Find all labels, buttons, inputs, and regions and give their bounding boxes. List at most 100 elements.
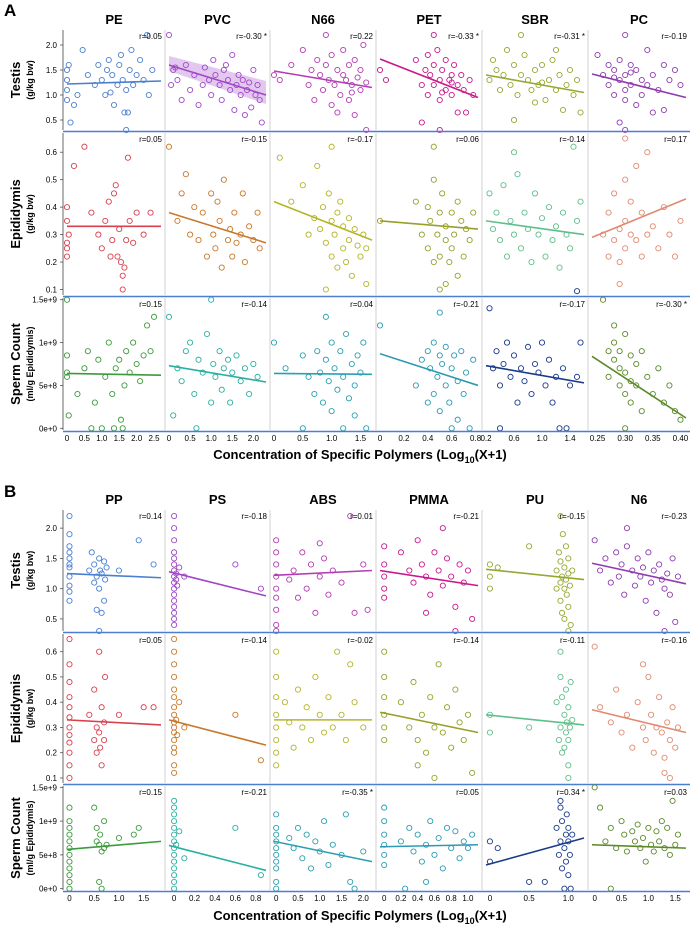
data-point [171,579,178,586]
polymer-title-sbr: SBR [521,12,549,27]
data-point [439,360,446,368]
data-point [561,585,568,592]
data-point [214,198,221,205]
data-point [95,61,102,69]
r-value-label: r=-0.33 * [448,32,479,41]
data-point [553,567,560,574]
data-point [193,425,200,432]
scatter-B-epididymis-pmma: r=-0.14 [379,636,480,781]
data-point [666,774,673,781]
data-point [66,858,73,865]
data-point [591,643,598,650]
regression-line [66,372,162,376]
data-point [410,678,417,686]
data-point [549,399,556,406]
scatter-B-sperm-count-pu: r=0.34 * [485,788,585,892]
data-point [622,135,629,142]
data-point [337,91,344,99]
data-point [210,56,217,64]
x-tick-label: 0.5 [524,894,536,903]
data-point [456,855,463,862]
data-point [248,104,255,111]
data-point [594,51,601,59]
data-point [144,322,151,329]
data-point [66,661,73,668]
data-point [439,729,446,736]
data-point [281,699,288,706]
data-point [638,253,645,260]
data-point [406,824,413,831]
data-point [319,86,327,94]
data-point [650,848,657,855]
scatter-A-sperm-count-pe: r=0.15 [63,296,163,432]
data-point [66,804,73,811]
data-point [446,399,453,406]
data-point [203,330,211,338]
data-point [436,352,443,359]
data-point [462,369,470,376]
regression-line [485,568,585,581]
data-point [442,56,449,64]
data-point [345,96,352,104]
data-point [448,71,455,79]
data-point [521,209,528,216]
data-point [351,699,358,706]
data-point [66,762,73,769]
data-point [531,190,539,197]
data-point [565,774,572,781]
data-point [311,390,318,398]
data-point [171,573,178,580]
data-point [115,567,122,574]
data-point [311,96,318,104]
data-point [165,313,173,320]
data-point [381,594,388,601]
data-point [605,253,612,260]
row-title: Testis [8,62,23,99]
data-point [602,838,609,845]
data-point [555,737,562,744]
data-point [137,56,144,64]
data-point [338,579,345,586]
data-point [360,724,367,731]
r-value-label: r=0.22 [350,32,373,41]
data-point [171,724,178,731]
data-point [181,855,188,862]
data-point [224,237,232,244]
data-point [84,348,91,355]
data-point [171,762,178,769]
data-point [412,382,419,389]
data-point [128,46,135,54]
data-point [66,694,73,701]
data-point [133,71,140,79]
data-point [91,686,98,693]
x-tick-label: 0 [378,434,383,443]
data-point [500,182,507,189]
data-point [672,841,679,848]
y-tick-label: 0.3 [46,723,58,732]
data-point [376,322,384,329]
x-tick-label: 0.5 [79,434,91,443]
row-unit: (g/kg bw) [25,194,35,234]
data-point [644,149,651,156]
data-point [334,264,341,271]
data-point [322,239,329,246]
data-point [563,811,570,818]
data-point [176,828,183,835]
data-point [545,76,553,84]
data-point [66,597,73,604]
data-point [634,821,641,828]
data-point [174,582,181,589]
data-point [622,330,629,338]
data-point [227,86,234,94]
data-point [303,831,310,838]
data-point [345,237,352,244]
regression-line [66,80,162,85]
regression-line [273,200,373,241]
data-point [671,408,678,415]
data-point [567,678,574,686]
data-point [328,339,335,346]
data-point [171,591,178,598]
data-point [66,704,73,711]
data-point [273,594,280,601]
data-point [442,86,449,94]
